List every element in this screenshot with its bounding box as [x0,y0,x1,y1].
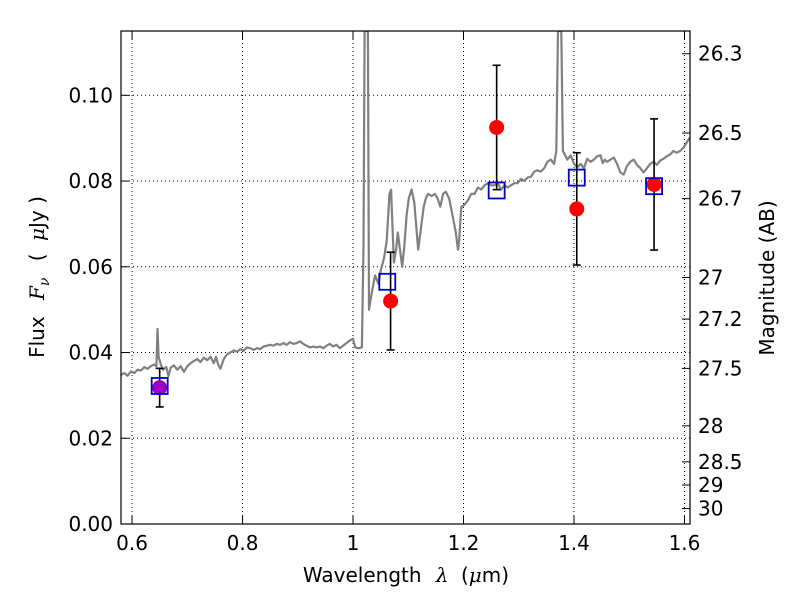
model-photometry-point [150,377,169,395]
y-axis-label-unit-mu: μ [25,228,49,241]
right-tick-label: 26.7 [698,187,743,211]
y-tick-label: 0.02 [68,426,113,450]
y-axis-label-unit-open: ( [25,253,49,261]
plot-frame [120,30,691,525]
right-axis-label: Magnitude (AB) [755,200,779,355]
y-tick-label: 0.10 [68,83,113,107]
observed-point [569,201,585,217]
ticks: 0.6 0.8 1 1.2 1.4 1.6 0.00 0.02 0.04 0.06 0.08 0.10… [68,31,743,555]
right-tick-label: 28 [698,414,723,438]
model-spectrum-line [121,31,690,378]
x-axis-label-unit-close: m) [482,563,509,587]
y-axis-label: Flux Fν ( μJy ) [25,196,54,358]
model-photometry-point [378,272,397,291]
model-photometry-point [645,177,663,196]
y-axis-label-unit-close: Jy ) [25,196,49,230]
x-tick-label: 0.8 [227,531,259,555]
right-tick-label: 29 [698,473,723,497]
observed-point [383,293,399,309]
plot-area [121,31,690,408]
model-photometry-point [567,168,586,187]
y-axis-label-subscript: ν [37,277,53,286]
y-axis-label-symbol: F [25,285,49,301]
x-axis-label-unit-mu: μ [469,563,482,587]
right-tick-label: 27.5 [698,356,743,380]
x-tick-label: 1.2 [448,531,480,555]
model-photometry-point [487,181,506,200]
x-axis-label-unit-open: ( [461,563,469,587]
observed-point [489,119,505,135]
x-axis-label: Wavelength λ (μm) [303,563,509,587]
x-tick-label: 1.4 [558,531,590,555]
x-axis-label-symbol: λ [435,563,449,587]
y-tick-label: 0.04 [68,341,113,365]
right-tick-label: 27 [698,266,723,290]
y-axis-label-text: Flux [25,316,49,358]
grid [121,31,690,525]
observed-point [152,380,168,396]
observed-point [646,176,662,192]
right-tick-label: 27.2 [698,307,743,331]
y-tick-label: 0.08 [68,169,113,193]
x-tick-label: 1 [347,531,360,555]
y-tick-label: 0.06 [68,255,113,279]
right-tick-label: 28.5 [698,450,743,474]
x-tick-label: 1.6 [669,531,701,555]
right-tick-label: 30 [698,497,723,521]
y-tick-label: 0.00 [68,512,113,536]
right-tick-label: 26.3 [698,42,743,66]
x-axis-label-text: Wavelength [303,563,422,587]
x-tick-label: 0.6 [116,531,148,555]
right-tick-label: 26.5 [698,121,743,145]
